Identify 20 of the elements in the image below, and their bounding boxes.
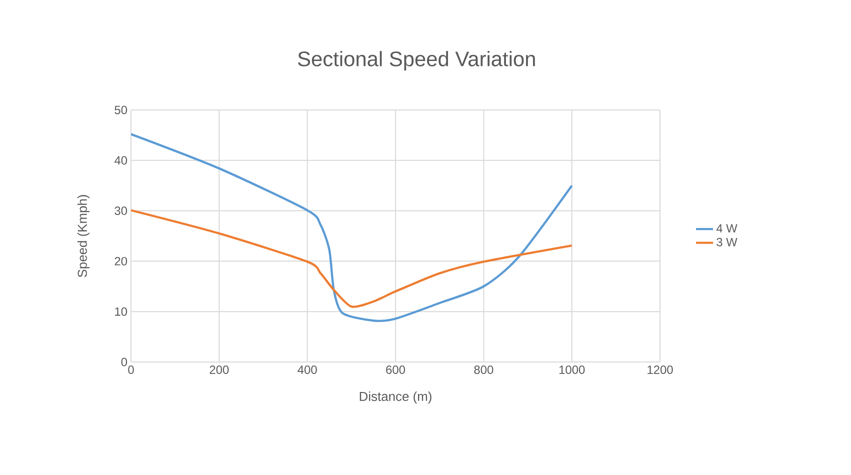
y-tick-label: 0 [121, 358, 128, 366]
line-series [131, 133, 573, 322]
y-tick-label: 50 [114, 106, 128, 114]
x-tick-label: 800 [474, 366, 494, 374]
legend-label: 4 W [716, 224, 738, 232]
y-tick-label: 10 [115, 307, 128, 316]
legend-label: 3 W [716, 238, 738, 246]
x-tick-label: 600 [386, 366, 406, 374]
x-tick-label: 1000 [559, 366, 585, 374]
x-axis-title: Distance (m) [360, 392, 432, 404]
x-tick-label: 1200 [648, 366, 673, 374]
y-tick-label: 40 [114, 156, 128, 165]
y-tick-label: 20 [114, 256, 128, 266]
y-tick-label: 30 [114, 206, 128, 216]
line-series [131, 209, 573, 308]
chart-title: Sectional Speed Variation [298, 50, 535, 70]
x-tick-label: 0 [128, 366, 134, 374]
y-axis-title: Speed (Kmph) [77, 195, 90, 278]
x-tick-label: 400 [298, 366, 317, 374]
x-tick-label: 200 [210, 366, 229, 374]
